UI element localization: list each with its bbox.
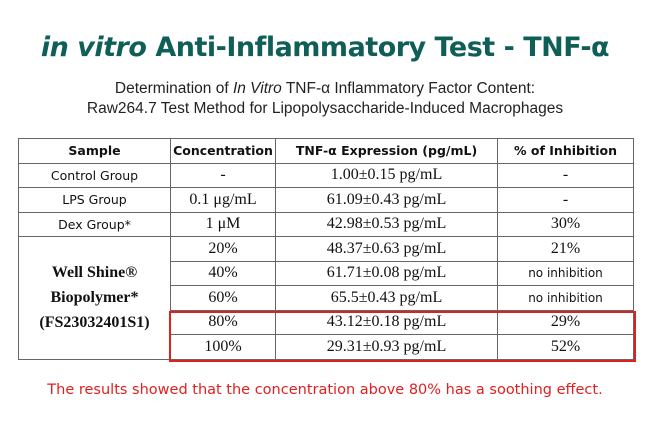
subtitle-text: Determination of <box>114 80 229 97</box>
table-cell: 1 μM <box>170 211 276 237</box>
table-cell: 61.09±0.43 pg/mL <box>275 187 498 213</box>
subtitle: Raw264.7 Test Method for Lipopolysacchar… <box>86 100 564 117</box>
group-line: (FS23032401S1) <box>39 314 150 332</box>
table-body: Sample Concentration TNF-α Expression (pg/… <box>18 138 634 360</box>
header-cell: Concentration <box>170 138 276 164</box>
title: in vitro Anti-Inflammatory Test - TNF-α <box>0 32 650 63</box>
subtitle: Determination of In Vitro TNF-α Inflamma… <box>0 80 650 98</box>
footer-note: The results showed that the concentratio… <box>47 382 603 398</box>
table-cell: 1.00±0.15 pg/mL <box>275 162 498 188</box>
table-row: Well Shine® Biopolymer* (FS23032401S1) 20% 4… <box>18 236 634 360</box>
table-row: 80% 43.12±0.18 pg/mL 29% <box>19 309 634 335</box>
table-cell: 80% <box>170 309 276 335</box>
table-row: Control Group -1.00±0.15 pg/mL - <box>18 162 634 188</box>
header-row: Sample Concentration TNF-α Expression (pg/… <box>18 138 634 164</box>
table-row: 40% 61.71±0.08 pg/mL no inhibition <box>19 260 634 286</box>
table-cell: 42.98±0.53 pg/mL <box>275 211 498 237</box>
table-row: LPS Group 0.1 μg/mL 61.09±0.43 pg/mL - <box>18 187 634 213</box>
table-cell: - <box>497 187 634 213</box>
table-cell: 60% <box>170 285 276 311</box>
header-cell: Sample <box>18 138 171 164</box>
subtitle-italic: In Vitro <box>232 80 282 97</box>
table-cell: 40% <box>170 260 276 286</box>
subtitle-text: TNF-α Inflammatory Factor Content: <box>285 80 536 97</box>
group-line: Well Shine® <box>51 264 138 282</box>
table-cell: 48.37±0.63 pg/mL <box>275 236 498 262</box>
table-cell: 52% <box>497 334 634 360</box>
table-cell: 0.1 μg/mL <box>170 187 276 213</box>
table-cell: 29.31±0.93 pg/mL <box>275 334 498 360</box>
table-row: 60% 65.5±0.43 pg/mL no inhibition <box>19 285 634 311</box>
title-rest: Anti-Inflammatory Test - TNF-α <box>155 32 610 63</box>
title-italic: in vitro <box>40 32 147 63</box>
table-cell: no inhibition <box>497 260 634 286</box>
header-cell: % of Inhibition <box>497 138 634 164</box>
results-table: Sample Concentration TNF-α Expression (pg/… <box>18 138 634 360</box>
group-line: Biopolymer* <box>50 289 139 307</box>
table-cell: - <box>170 162 276 188</box>
table-cell: Dex Group* <box>18 211 171 237</box>
header-cell: TNF-α Expression (pg/mL) <box>275 138 498 164</box>
table-cell: 100% <box>170 334 276 360</box>
table-cell: - <box>497 162 634 188</box>
table-cell: 20% <box>170 236 276 262</box>
table-cell: 30% <box>497 211 634 237</box>
table-cell: Control Group <box>18 162 171 188</box>
table-row: Dex Group* 1 μM 42.98±0.53 pg/mL 30% <box>18 211 634 237</box>
table-cell: LPS Group <box>18 187 171 213</box>
table-row: 100% 29.31±0.93 pg/mL 52% <box>19 334 634 360</box>
table-cell: 61.71±0.08 pg/mL <box>275 260 498 286</box>
table-cell: 21% <box>497 236 634 262</box>
group-cell: Well Shine® Biopolymer* (FS23032401S1) <box>18 236 171 360</box>
highlight-box <box>169 311 636 362</box>
table-cell: no inhibition <box>497 285 634 311</box>
table-cell: 65.5±0.43 pg/mL <box>275 285 498 311</box>
